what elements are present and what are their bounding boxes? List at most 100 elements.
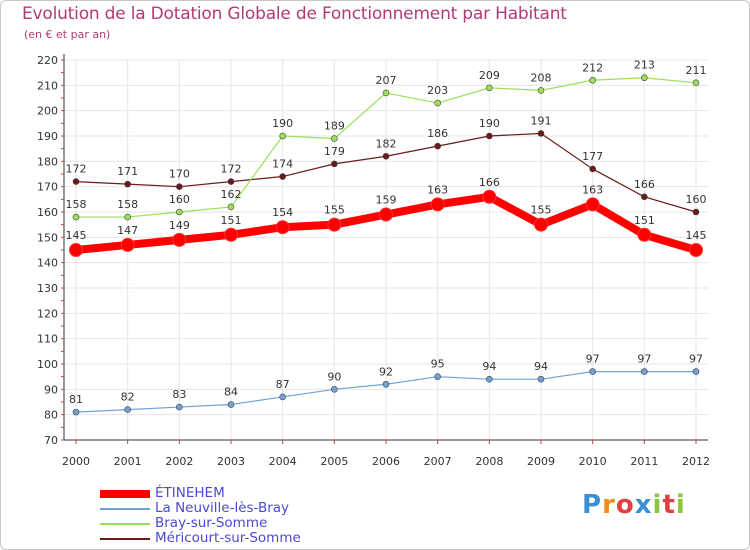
y-tick-label: 220	[37, 54, 58, 67]
data-label-mericourt-sur-somme: 160	[686, 193, 707, 206]
data-point-etinehem	[482, 189, 497, 204]
data-point-mericourt-sur-somme	[434, 142, 441, 150]
data-point-bray-sur-somme	[72, 213, 80, 221]
y-tick-label: 120	[37, 307, 58, 320]
data-point-etinehem	[275, 220, 290, 235]
logo-letter: i	[652, 490, 663, 520]
x-tick-label: 2003	[217, 455, 245, 468]
data-label-la-neuville-les-bray: 87	[276, 378, 290, 391]
data-label-bray-sur-somme: 160	[169, 193, 190, 206]
y-tick-label: 90	[44, 383, 58, 396]
y-tick-label: 70	[44, 434, 58, 447]
data-label-etinehem: 147	[117, 224, 138, 237]
data-point-la-neuville-les-bray	[124, 406, 131, 413]
legend-item: Méricourt-sur-Somme	[100, 531, 400, 546]
data-label-la-neuville-les-bray: 94	[534, 360, 548, 373]
data-point-bray-sur-somme	[279, 132, 286, 140]
data-label-mericourt-sur-somme: 182	[376, 137, 397, 150]
data-label-la-neuville-les-bray: 97	[586, 353, 600, 366]
y-tick-label: 170	[37, 181, 58, 194]
x-tick-label: 2004	[269, 455, 297, 468]
data-point-bray-sur-somme	[434, 99, 441, 107]
x-tick-label: 2007	[424, 455, 452, 468]
data-label-etinehem: 163	[427, 183, 448, 196]
data-point-la-neuville-les-bray	[176, 403, 183, 411]
data-point-bray-sur-somme	[537, 87, 545, 94]
chart-title: Evolution de la Dotation Globale de Fonc…	[22, 4, 567, 24]
data-label-etinehem: 145	[66, 229, 87, 242]
data-point-mericourt-sur-somme	[537, 130, 545, 137]
data-label-bray-sur-somme: 213	[634, 59, 655, 72]
data-point-bray-sur-somme	[589, 76, 596, 84]
legend-label: La Neuville-lès-Bray	[155, 500, 290, 516]
data-point-la-neuville-les-bray	[537, 375, 545, 383]
x-tick-label: 2010	[579, 455, 607, 468]
data-label-la-neuville-les-bray: 95	[431, 358, 445, 371]
data-point-mericourt-sur-somme	[382, 152, 390, 160]
data-point-etinehem	[379, 207, 393, 222]
legend-item: Bray-sur-Somme	[100, 516, 400, 531]
data-point-bray-sur-somme	[692, 79, 700, 87]
data-point-etinehem	[120, 237, 135, 252]
data-label-bray-sur-somme: 207	[376, 74, 397, 87]
x-tick-label: 2012	[682, 455, 710, 468]
data-point-etinehem	[327, 217, 342, 232]
data-point-la-neuville-les-bray	[382, 380, 390, 388]
data-point-mericourt-sur-somme	[124, 180, 131, 188]
data-label-la-neuville-les-bray: 97	[689, 353, 703, 366]
data-point-bray-sur-somme	[331, 135, 338, 142]
data-point-mericourt-sur-somme	[692, 208, 700, 216]
data-point-la-neuville-les-bray	[692, 368, 700, 375]
data-label-etinehem: 145	[686, 229, 707, 242]
data-point-bray-sur-somme	[124, 213, 131, 221]
data-label-etinehem: 163	[582, 183, 603, 196]
data-label-mericourt-sur-somme: 172	[221, 163, 242, 176]
data-label-la-neuville-les-bray: 90	[327, 370, 341, 383]
data-point-la-neuville-les-bray	[279, 393, 286, 401]
data-label-etinehem: 151	[221, 214, 242, 227]
data-label-la-neuville-les-bray: 97	[637, 353, 651, 366]
data-point-mericourt-sur-somme	[72, 178, 80, 185]
data-point-mericourt-sur-somme	[486, 132, 493, 140]
legend-item: ÉTINEHEM	[100, 486, 400, 501]
data-label-bray-sur-somme: 189	[324, 120, 345, 133]
data-label-la-neuville-les-bray: 81	[69, 393, 83, 406]
legend-item: La Neuville-lès-Bray	[100, 501, 400, 516]
logo-letter: i	[675, 490, 686, 520]
data-point-etinehem	[69, 243, 83, 257]
legend-swatch	[100, 523, 150, 525]
y-tick-label: 160	[37, 206, 58, 219]
x-tick-label: 2001	[114, 455, 142, 468]
data-label-mericourt-sur-somme: 171	[117, 165, 138, 178]
data-label-mericourt-sur-somme: 166	[634, 178, 655, 191]
data-point-mericourt-sur-somme	[227, 178, 235, 185]
data-point-etinehem	[224, 227, 238, 242]
data-label-bray-sur-somme: 212	[582, 61, 603, 74]
data-label-la-neuville-les-bray: 82	[121, 391, 135, 404]
proxiti-logo: Proxiti	[582, 490, 686, 520]
y-tick-label: 110	[37, 333, 58, 346]
data-label-etinehem: 155	[324, 204, 345, 217]
data-point-mericourt-sur-somme	[176, 183, 183, 190]
data-label-mericourt-sur-somme: 191	[531, 114, 552, 127]
data-point-bray-sur-somme	[486, 84, 493, 92]
data-label-bray-sur-somme: 208	[531, 71, 552, 84]
data-label-etinehem: 155	[531, 204, 552, 217]
data-label-mericourt-sur-somme: 172	[66, 163, 87, 176]
data-point-etinehem	[172, 232, 187, 247]
y-tick-label: 80	[44, 409, 58, 422]
data-point-la-neuville-les-bray	[486, 375, 493, 383]
data-label-mericourt-sur-somme: 177	[582, 150, 603, 163]
data-label-la-neuville-les-bray: 92	[379, 365, 393, 378]
data-label-la-neuville-les-bray: 94	[482, 360, 496, 373]
data-label-bray-sur-somme: 158	[66, 198, 87, 211]
data-label-etinehem: 159	[376, 194, 397, 207]
legend-swatch	[100, 538, 150, 540]
x-tick-label: 2002	[165, 455, 193, 468]
data-point-etinehem	[585, 197, 600, 212]
data-point-mericourt-sur-somme	[331, 160, 338, 168]
x-tick-label: 2006	[372, 455, 400, 468]
data-point-etinehem	[689, 243, 703, 257]
y-tick-label: 200	[37, 105, 58, 118]
